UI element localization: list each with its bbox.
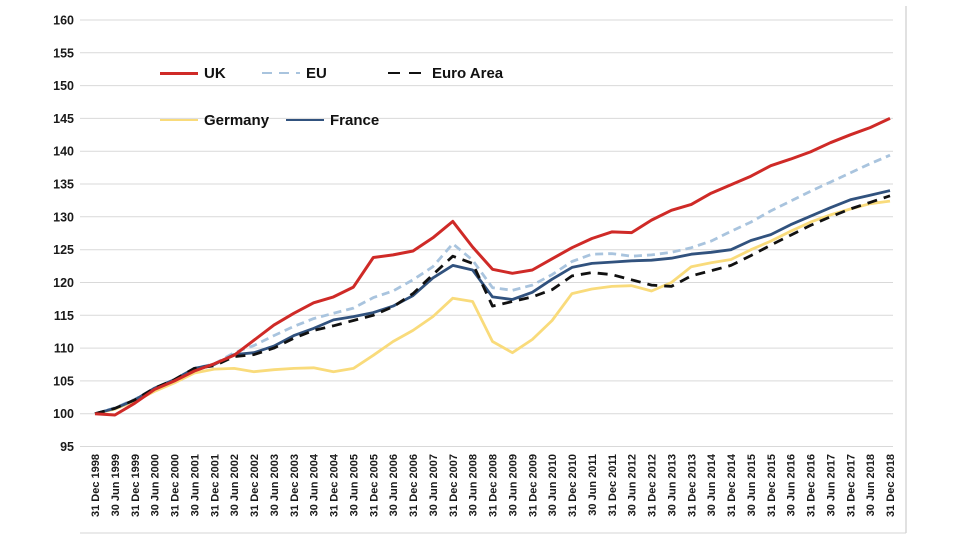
- x-tick-label: 31 Dec 2011: [607, 454, 619, 516]
- x-tick-label: 30 Jun 2014: [706, 453, 718, 516]
- x-tick-label: 30 Jun 2003: [269, 454, 281, 516]
- y-tick-label: 135: [53, 178, 74, 192]
- y-tick-label: 110: [54, 342, 74, 356]
- series-line-eu: [94, 153, 891, 416]
- x-tick-label: 31 Dec 2001: [209, 454, 221, 517]
- y-tick-label: 115: [54, 309, 74, 323]
- y-tick-label: 145: [53, 112, 74, 126]
- series-line-germany: [94, 199, 891, 416]
- x-tick-label: 31 Dec 2006: [408, 454, 420, 517]
- x-tick-label: 31 Dec 2004: [329, 453, 341, 517]
- x-tick-label: 30 Jun 2010: [547, 454, 559, 516]
- x-tick-label: 31 Dec 2014: [726, 453, 738, 517]
- x-tick-label: 30 Jun 2013: [666, 454, 678, 516]
- y-tick-label: 120: [53, 276, 74, 290]
- y-tick-label: 95: [60, 440, 74, 454]
- x-tick-label: 31 Dec 2007: [448, 454, 460, 517]
- x-tick-label: 31 Dec 2015: [766, 454, 778, 517]
- x-tick-label: 31 Dec 2009: [527, 454, 539, 517]
- x-tick-label: 30 Jun 2006: [388, 454, 400, 516]
- y-tick-label: 160: [53, 14, 74, 28]
- y-tick-label: 100: [53, 407, 74, 421]
- x-tick-label: 30 Jun 2004: [309, 453, 321, 516]
- y-axis-labels: 95 100 105 110 115 120 125 130 135 140 145 150 155 16…: [53, 14, 74, 455]
- x-tick-label: 31 Dec 2017: [845, 454, 857, 517]
- x-tick-label: 30 Jun 2011: [587, 454, 599, 516]
- x-tick-label: 30 Jun 2008: [468, 454, 480, 516]
- x-tick-label: 30 Jun 2017: [825, 454, 837, 516]
- x-tick-label: 31 Dec 2016: [806, 454, 818, 517]
- x-tick-label: 31 Dec 2018: [885, 454, 897, 517]
- y-tick-label: 125: [53, 243, 74, 257]
- x-tick-label: 30 Jun 2001: [189, 454, 201, 516]
- x-tick-label: 30 Jun 2016: [786, 454, 798, 516]
- x-tick-label: 31 Dec 2005: [368, 454, 380, 517]
- x-tick-label: 31 Dec 1998: [90, 454, 102, 517]
- series-line-france: [94, 189, 891, 416]
- x-tick-label: 31 Dec 2012: [647, 454, 659, 517]
- x-tick-label: 30 Jun 2002: [229, 454, 241, 516]
- x-tick-label: 31 Dec 1999: [130, 454, 142, 517]
- x-axis-labels: 31 Dec 1998 30 Jun 1999 31 Dec 1999 30 Jun …: [90, 453, 897, 517]
- x-tick-label: 30 Jun 2018: [865, 454, 877, 516]
- y-tick-label: 155: [53, 46, 74, 60]
- x-tick-label: 30 Jun 1999: [110, 454, 122, 516]
- series-lines: [94, 117, 891, 417]
- y-tick-label: 130: [53, 210, 74, 224]
- x-tick-label: 30 Jun 2000: [150, 454, 162, 516]
- x-tick-label: 31 Dec 2002: [249, 454, 261, 517]
- x-tick-label: 30 Jun 2005: [348, 454, 360, 516]
- x-tick-label: 30 Jun 2015: [746, 454, 758, 516]
- y-tick-label: 105: [53, 374, 74, 388]
- y-tick-label: 140: [53, 145, 74, 159]
- series-line-uk: [94, 117, 891, 417]
- y-tick-label: 150: [53, 79, 74, 93]
- x-tick-label: 31 Dec 2008: [488, 454, 500, 517]
- x-tick-label: 30 Jun 2009: [507, 454, 519, 516]
- x-tick-label: 31 Dec 2003: [289, 454, 301, 517]
- x-tick-label: 31 Dec 2000: [170, 454, 182, 517]
- x-tick-label: 31 Dec 2013: [686, 454, 698, 517]
- gridlines: [80, 19, 893, 447]
- x-tick-label: 30 Jun 2007: [428, 454, 440, 516]
- x-tick-label: 31 Dec 2010: [567, 454, 579, 517]
- x-tick-label: 30 Jun 2012: [627, 454, 639, 516]
